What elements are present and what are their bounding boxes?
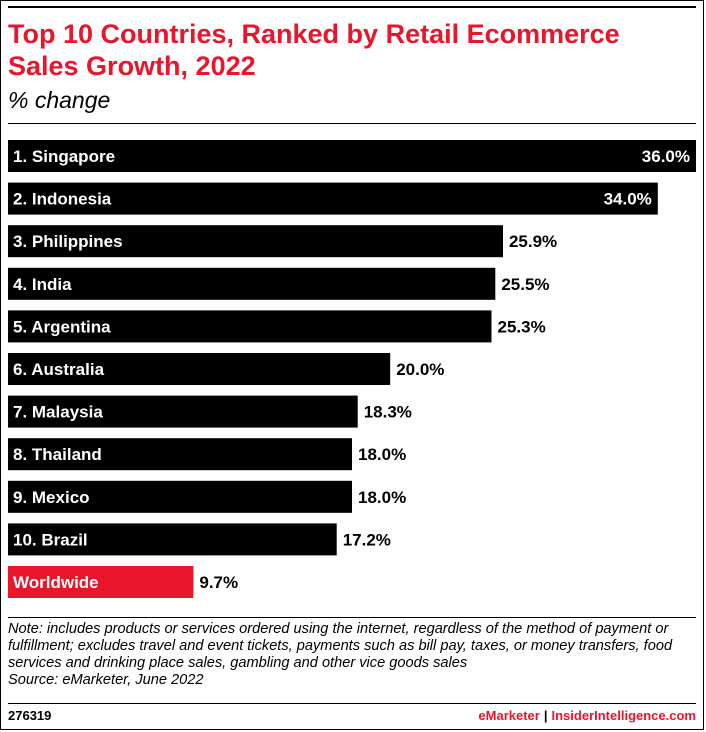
category-label-worldwide: Worldwide <box>13 573 99 592</box>
category-label-brazil: 10. Brazil <box>13 530 88 549</box>
value-label-worldwide: 9.7% <box>199 573 238 592</box>
bar-philippines <box>8 225 503 258</box>
category-label-mexico: 9. Mexico <box>13 488 90 507</box>
category-label-thailand: 8. Thailand <box>13 445 102 464</box>
chart-subtitle: % change <box>8 87 111 113</box>
note-text: Note: includes products or services orde… <box>8 621 673 671</box>
source-text: Source: eMarketer, June 2022 <box>8 672 204 688</box>
bar-brazil <box>8 523 337 556</box>
bar-malaysia <box>8 395 358 428</box>
footer-divider <box>8 703 696 704</box>
value-label-brazil: 17.2% <box>343 530 391 549</box>
value-label-india: 25.5% <box>501 275 549 294</box>
category-label-argentina: 5. Argentina <box>13 317 111 336</box>
chart-id: 276319 <box>8 708 52 723</box>
bar-argentina <box>8 310 492 343</box>
category-label-philippines: 3. Philippines <box>13 232 123 251</box>
value-label-australia: 20.0% <box>396 360 444 379</box>
chart-note: Note: includes products or services orde… <box>8 621 698 689</box>
value-label-thailand: 18.0% <box>358 445 406 464</box>
top-rule <box>8 6 696 8</box>
brand-insider-intelligence: InsiderIntelligence.com <box>551 708 697 723</box>
note-divider <box>8 617 696 618</box>
bar-mexico <box>8 480 352 513</box>
category-label-singapore: 1. Singapore <box>13 147 115 166</box>
bar-worldwide <box>8 566 194 598</box>
value-label-mexico: 18.0% <box>358 488 406 507</box>
bar-india <box>8 267 496 300</box>
bar-australia <box>8 353 391 385</box>
category-label-india: 4. India <box>13 275 72 294</box>
bar-indonesia <box>8 182 658 215</box>
value-label-indonesia: 34.0% <box>604 190 652 209</box>
category-label-indonesia: 2. Indonesia <box>13 190 112 209</box>
value-label-singapore: 36.0% <box>642 147 690 166</box>
bar-singapore <box>8 140 696 172</box>
brand-emarketer: eMarketer <box>478 708 540 723</box>
category-label-australia: 6. Australia <box>13 360 105 379</box>
value-label-argentina: 25.3% <box>498 317 546 336</box>
bar-thailand <box>8 438 352 471</box>
category-label-malaysia: 7. Malaysia <box>13 403 103 422</box>
chart-title: Top 10 Countries, Ranked by Retail Ecomm… <box>8 19 620 81</box>
footer-brand: eMarketer | InsiderIntelligence.com <box>478 708 696 723</box>
value-label-philippines: 25.9% <box>509 232 557 251</box>
brand-separator: | <box>543 708 548 723</box>
header-divider <box>8 123 696 124</box>
value-label-malaysia: 18.3% <box>364 403 412 422</box>
